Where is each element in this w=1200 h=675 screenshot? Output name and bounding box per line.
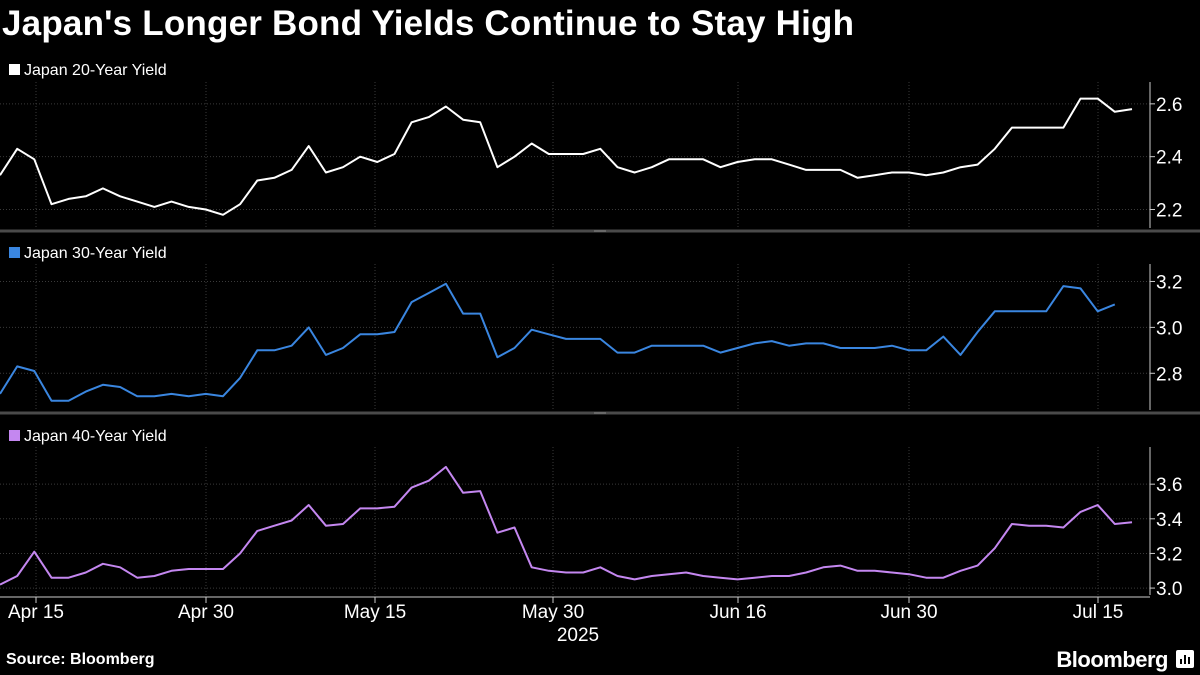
y-tick-label: 2.8	[1156, 364, 1182, 385]
x-tick-label: Jun 16	[709, 602, 766, 623]
legend-swatch	[9, 64, 20, 75]
x-tick-label: Jul 15	[1073, 602, 1124, 623]
panel-1: 2.2 2.4 2.6 Japan 20-Year Yield	[0, 62, 1183, 228]
series-line	[0, 97, 1133, 216]
y-tick-label: 2.4	[1156, 148, 1183, 169]
legend-swatch	[9, 430, 20, 441]
y-tick-label: 2.6	[1156, 95, 1182, 116]
grid-layer	[0, 82, 1200, 595]
y-tick-label: 3.2	[1156, 544, 1182, 565]
y-tick-label: 3.4	[1156, 510, 1183, 531]
panel-3: 3.0 3.2 3.4 3.6 Japan 40-Year Yield	[0, 428, 1183, 600]
chart-title: Japan's Longer Bond Yields Continue to S…	[2, 4, 855, 43]
x-tick-label: May 15	[344, 602, 406, 623]
bloomberg-logo: Bloomberg	[1056, 647, 1168, 672]
series-line	[0, 465, 1133, 586]
x-tick-label: Apr 30	[178, 602, 234, 623]
legend-swatch	[9, 247, 20, 258]
legend-label: Japan 30-Year Yield	[24, 245, 167, 262]
y-tick-label: 3.0	[1156, 579, 1182, 600]
legend-label: Japan 20-Year Yield	[24, 62, 167, 79]
bloomberg-chart-icon	[1176, 650, 1194, 668]
series-line	[0, 282, 1116, 402]
x-tick-label: Apr 15	[8, 602, 64, 623]
x-tick-label: Jun 30	[880, 602, 937, 623]
source-note: Source: Bloomberg	[6, 651, 155, 668]
y-tick-label: 3.0	[1156, 318, 1182, 339]
y-tick-label: 2.2	[1156, 201, 1182, 222]
legend-label: Japan 40-Year Yield	[24, 428, 167, 445]
y-tick-label: 3.6	[1156, 475, 1182, 496]
x-tick-label: May 30	[522, 602, 584, 623]
x-year-label: 2025	[557, 625, 599, 646]
x-axis: Apr 15 Apr 30 May 15 May 30 Jun 16 Jun 30 Jul …	[0, 596, 1150, 646]
y-tick-label: 3.2	[1156, 272, 1182, 293]
panel-2: 2.8 3.0 3.2 Japan 30-Year Yield	[0, 245, 1182, 410]
panel-layer: 2.2 2.4 2.6 Japan 20-Year Yield 2.8 3.0 3.2 Jap…	[0, 62, 1183, 600]
